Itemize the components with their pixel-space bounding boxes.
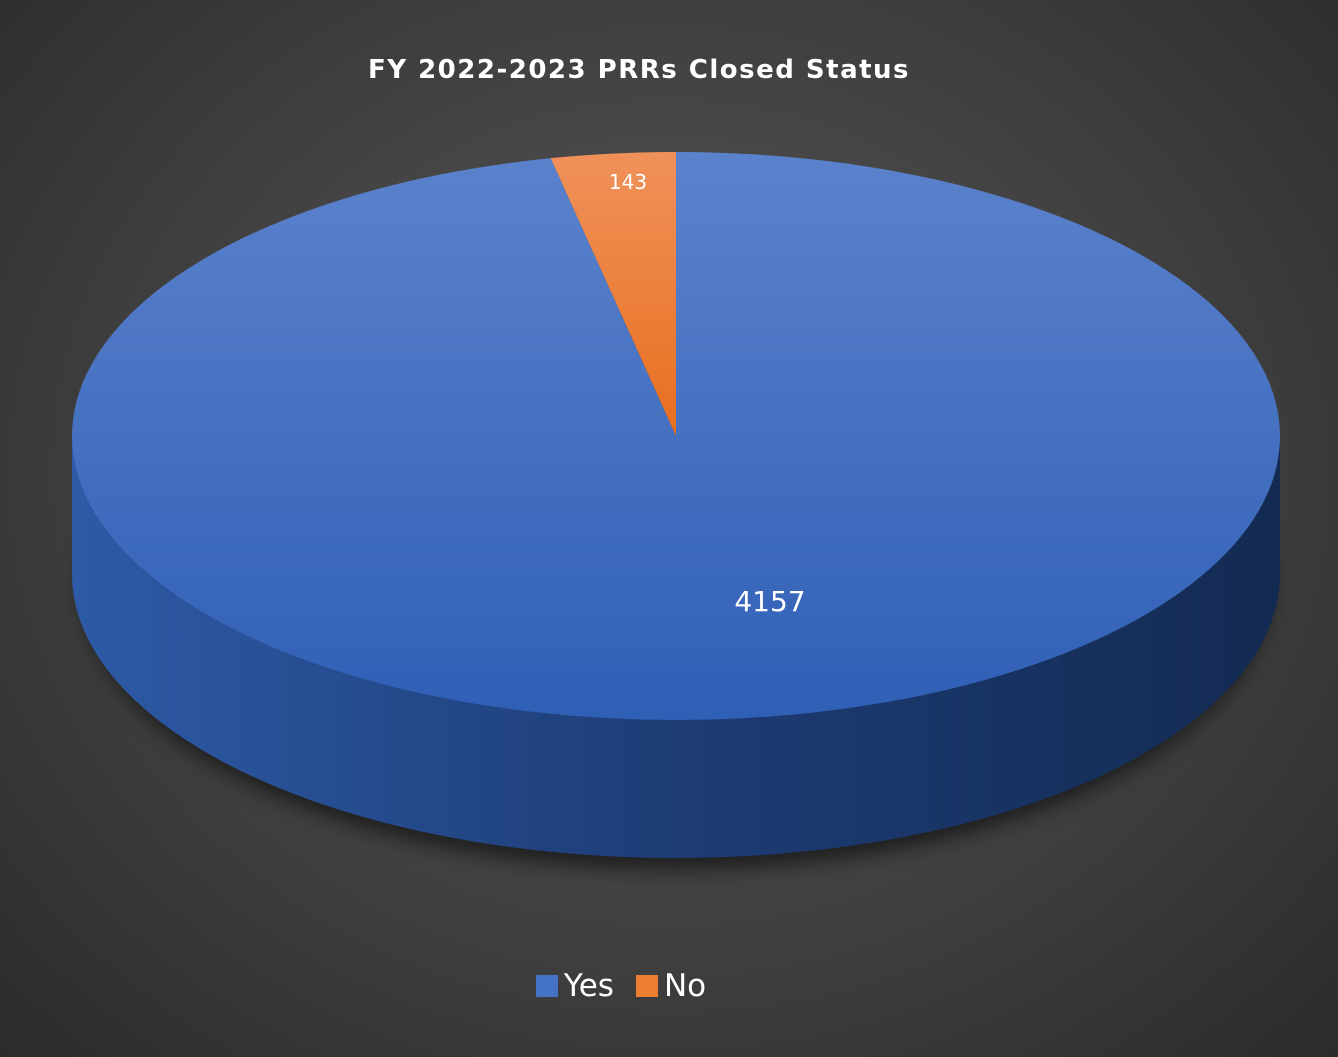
legend-item-yes: Yes — [535, 968, 614, 1004]
legend-label-yes: Yes — [563, 968, 614, 1004]
legend-label-no: No — [663, 968, 707, 1004]
pie-slice-no — [550, 152, 676, 436]
pie-side-wall — [72, 436, 1280, 858]
data-label-yes: 4157 — [734, 585, 805, 618]
legend-item-no: No — [635, 968, 707, 1004]
data-label-no: 143 — [609, 170, 647, 194]
legend-swatch-yes — [535, 975, 558, 997]
chart-title: FY 2022-2023 PRRs Closed Status — [367, 55, 911, 85]
legend-swatch-no — [635, 975, 658, 997]
legend: Yes No — [0, 968, 1290, 1004]
